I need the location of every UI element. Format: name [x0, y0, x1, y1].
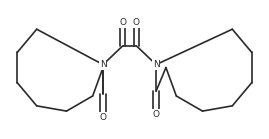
- Text: O: O: [100, 113, 107, 122]
- Text: O: O: [133, 18, 140, 27]
- Text: O: O: [119, 18, 126, 27]
- Text: N: N: [100, 60, 107, 69]
- Text: N: N: [153, 60, 160, 69]
- Text: O: O: [153, 110, 160, 119]
